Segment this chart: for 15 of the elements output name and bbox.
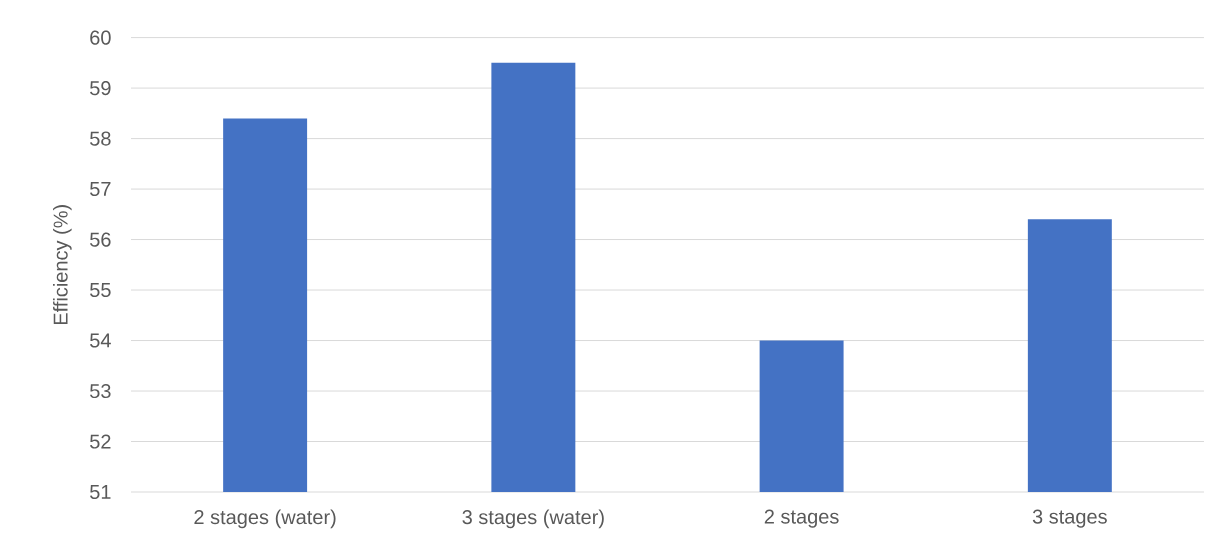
y-tick-label: 54	[90, 333, 111, 348]
x-tick-label: 3 stages (water)	[462, 509, 604, 529]
x-tick-label: 2 stages (water)	[194, 509, 336, 529]
y-axis-title: Efficiency (%)	[53, 205, 72, 325]
x-tick-label: 2 stages	[764, 509, 839, 528]
y-tick-label: 51	[90, 485, 111, 499]
y-tick-label: 57	[90, 182, 111, 197]
y-tick-label: 59	[90, 81, 111, 96]
y-tick-label: 58	[90, 131, 111, 146]
y-tick-label: 53	[90, 383, 111, 399]
y-tick-label: 60	[90, 30, 111, 45]
x-tick-label: 3 stages	[1032, 509, 1107, 528]
y-tick-label: 56	[90, 232, 111, 247]
y-tick-label: 55	[90, 283, 111, 298]
y-tick-label: 52	[90, 434, 111, 449]
